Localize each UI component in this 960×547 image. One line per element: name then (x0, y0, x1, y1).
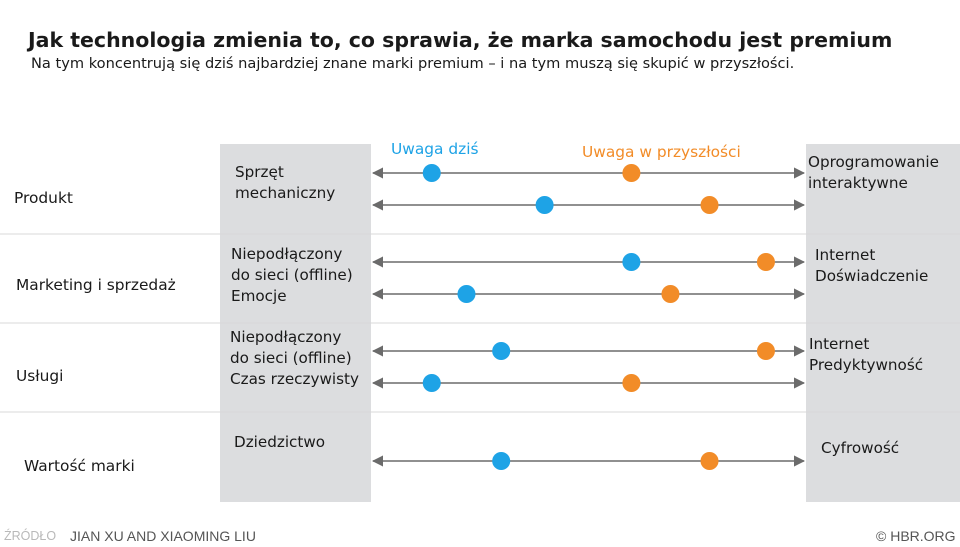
today-point (492, 452, 511, 470)
today-point (422, 164, 441, 182)
right-label-line: Oprogramowanie (808, 153, 939, 171)
left-label-line: Niepodłączony (231, 245, 343, 263)
future-point (622, 374, 641, 392)
left-label-produkt: Sprzęt mechaniczny (235, 162, 335, 204)
left-label-marketing: Niepodłączony do sieci (offline) Emocje (231, 244, 353, 307)
left-label-line: do sieci (offline) (230, 349, 352, 367)
left-label-line: mechaniczny (235, 184, 336, 202)
left-label-wartosc: Dziedzictwo (234, 432, 325, 453)
left-label-line: Niepodłączony (230, 328, 342, 346)
category-label-marketing: Marketing i sprzedaż (16, 276, 176, 294)
category-label-uslugi: Usługi (16, 367, 64, 385)
right-label-produkt: Oprogramowanie interaktywne (808, 152, 939, 194)
right-label-line: Cyfrowość (821, 439, 900, 457)
future-point (622, 164, 641, 182)
source-prefix: ŹRÓDŁO (4, 529, 57, 543)
legend-today: Uwaga dziś (391, 140, 479, 158)
right-label-line: Internet (815, 246, 876, 264)
right-label-line: Internet (809, 335, 870, 353)
today-point (535, 196, 554, 214)
copyright: © HBR.ORG (876, 528, 956, 544)
left-label-line: Emocje (231, 287, 287, 305)
right-label-wartosc: Cyfrowość (821, 438, 899, 459)
future-point (661, 285, 680, 303)
today-point (492, 342, 511, 360)
legend-future: Uwaga w przyszłości (582, 143, 741, 161)
chart-title: Jak technologia zmienia to, co sprawia, … (28, 28, 893, 52)
right-label-line: Predyktywność (809, 356, 924, 374)
future-point (756, 253, 775, 271)
today-point (457, 285, 476, 303)
source-names: JIAN XU AND XIAOMING LIU (70, 528, 256, 544)
left-label-line: do sieci (offline) (231, 266, 353, 284)
right-label-line: interaktywne (808, 174, 908, 192)
left-label-uslugi: Niepodłączony do sieci (offline) Czas rz… (230, 327, 359, 390)
right-label-marketing: Internet Doświadczenie (815, 245, 928, 287)
category-label-wartosc-marki: Wartość marki (24, 457, 135, 475)
chart-subtitle: Na tym koncentrują się dziś najbardziej … (31, 55, 795, 72)
left-label-line: Dziedzictwo (234, 433, 326, 451)
right-label-uslugi: Internet Predyktywność (809, 334, 923, 376)
today-point (622, 253, 641, 271)
right-label-line: Doświadczenie (815, 267, 929, 285)
left-label-line: Czas rzeczywisty (230, 370, 359, 388)
future-point (700, 196, 719, 214)
left-label-line: Sprzęt (235, 163, 284, 181)
future-point (700, 452, 719, 470)
category-label-produkt: Produkt (14, 189, 73, 207)
today-point (422, 374, 441, 392)
chart-marks (371, 164, 806, 470)
future-point (756, 342, 775, 360)
